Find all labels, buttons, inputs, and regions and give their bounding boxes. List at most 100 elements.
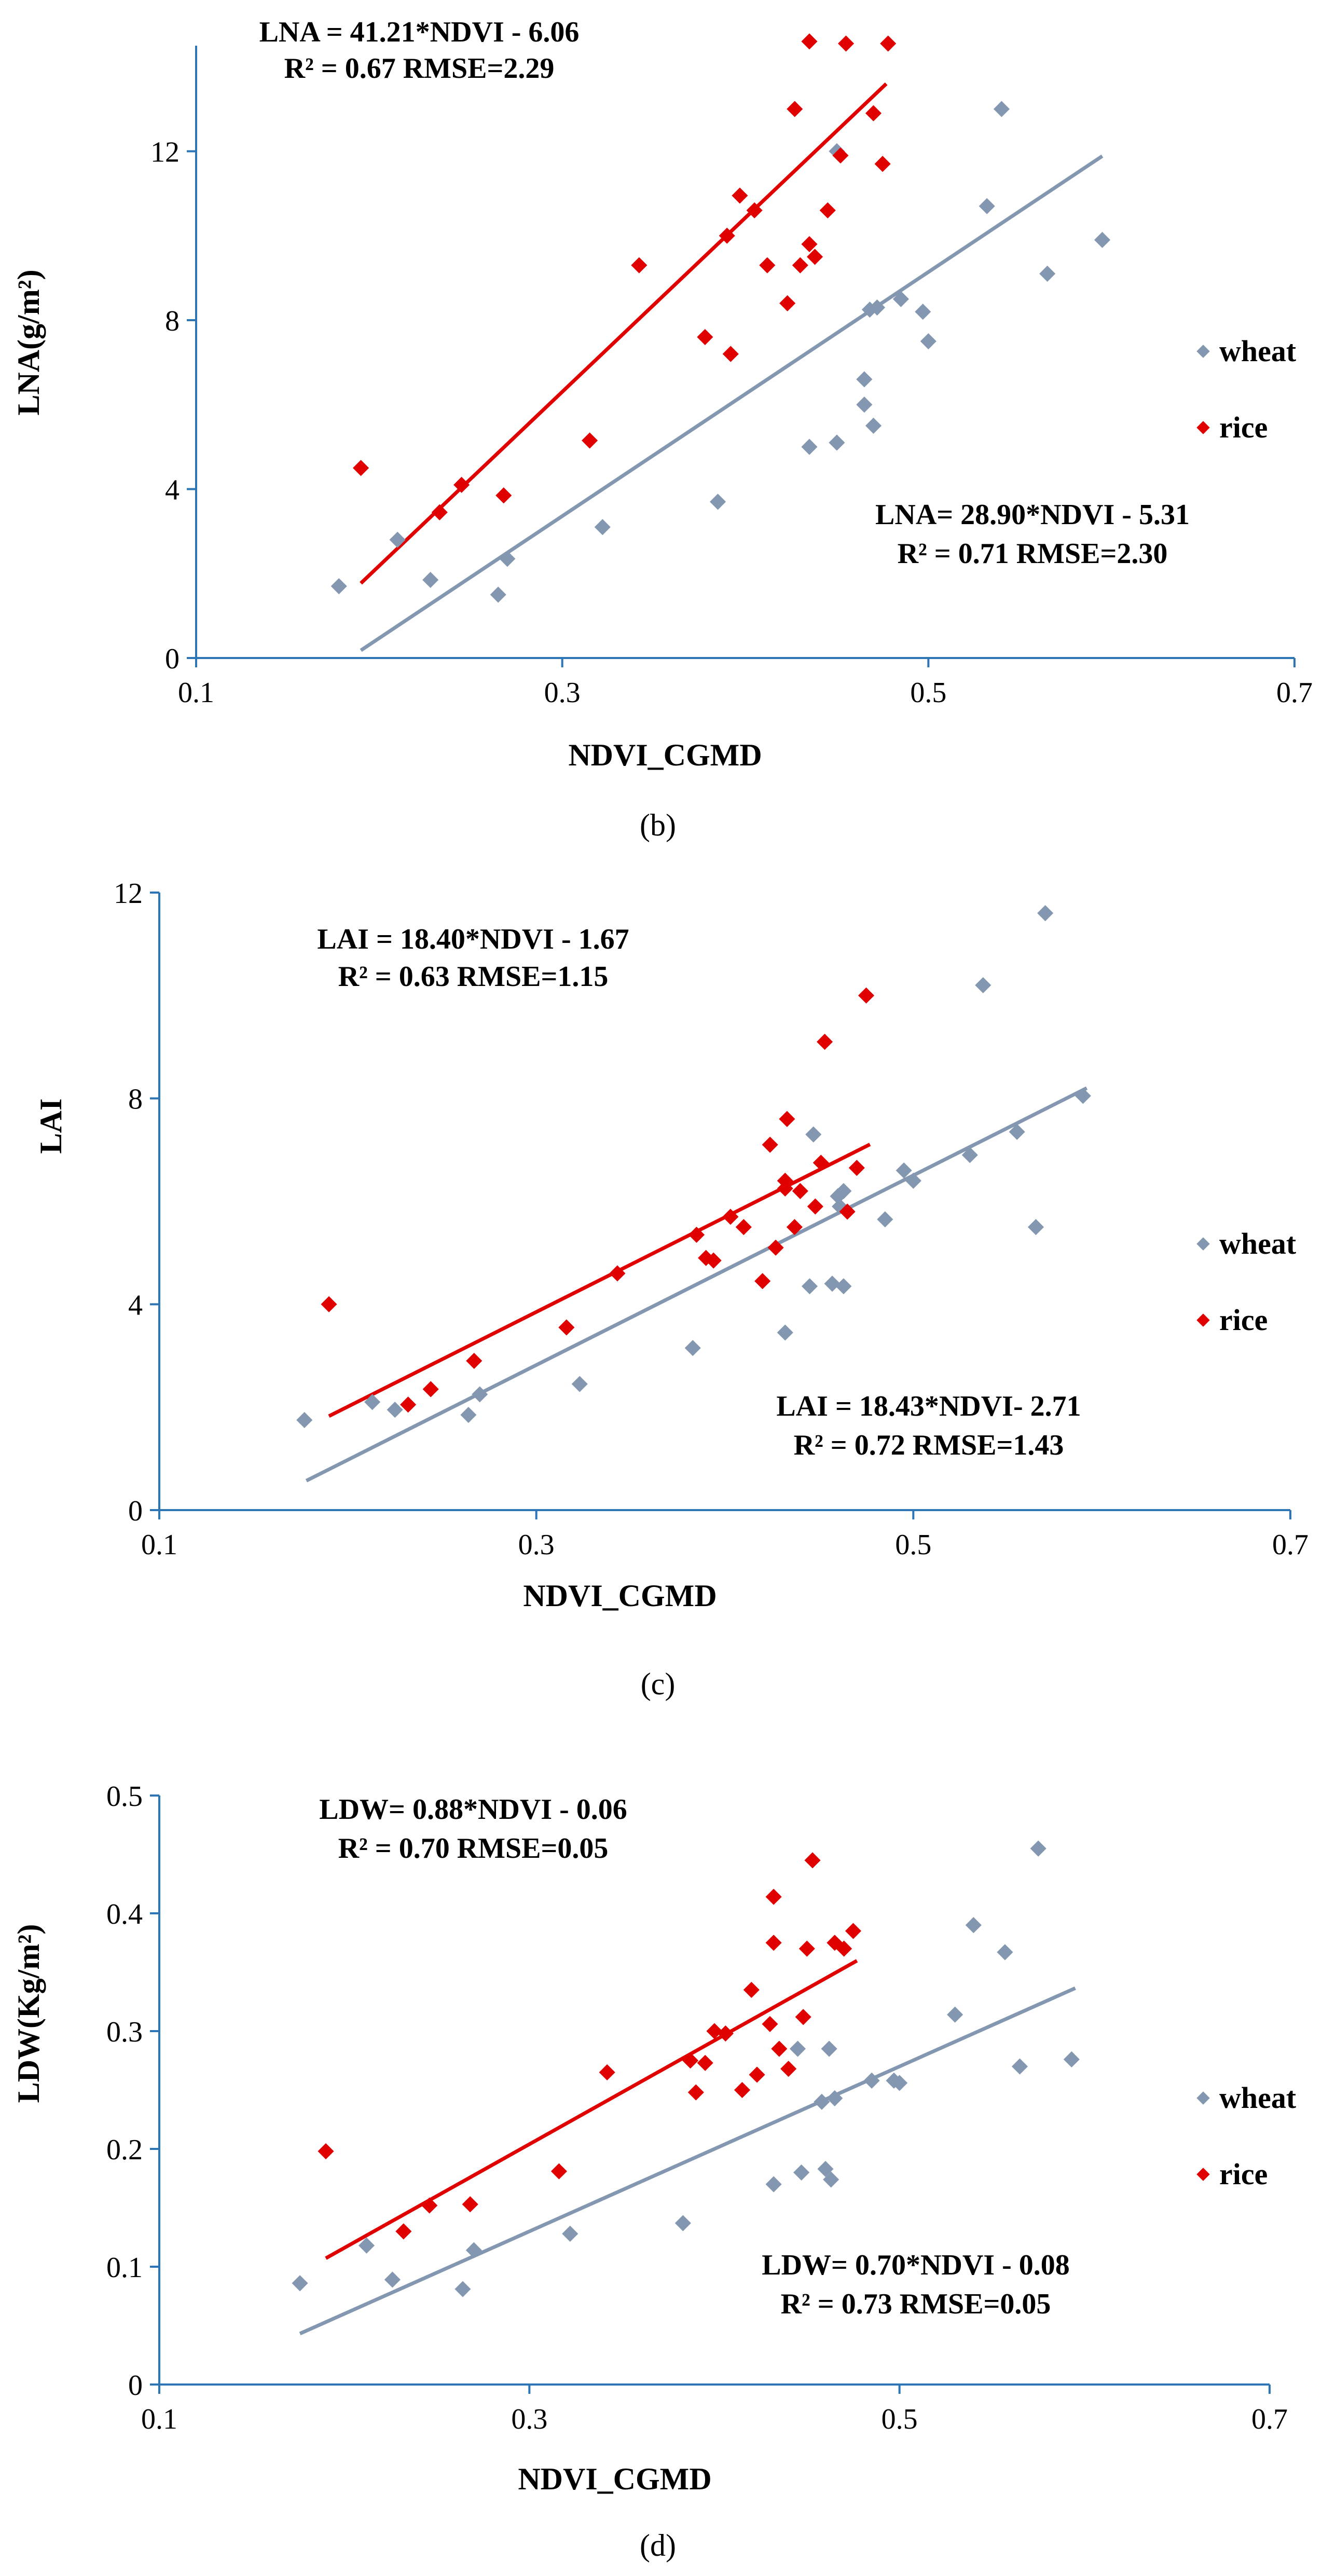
panel-b-x-tick-label: 0.1 [178, 677, 214, 709]
panel-b-rice-point [792, 257, 808, 273]
panel-d-legend-wheat-marker [1196, 2091, 1210, 2105]
panel-c-wheat-point [835, 1183, 852, 1199]
panel-b-legend-wheat-marker [1196, 345, 1210, 358]
panel-b-x-axis-label: NDVI_CGMD [568, 738, 762, 772]
panel-d-rice-point [462, 2196, 478, 2213]
panel-c-legend-rice: rice [1219, 1303, 1268, 1337]
panel-d-rice-point [845, 1923, 862, 1939]
panel-b-rice-point [787, 101, 803, 117]
panel-c-rice-point [807, 1198, 823, 1215]
panel-c-wheat-point [1009, 1123, 1025, 1140]
panel-d-y-axis-label: LDW(Kg/m²) [11, 1924, 46, 2103]
panel-c-axes: 0.1 0.3 0.5 0.7 0 4 8 12 [114, 878, 1309, 1561]
panel-c-rice-point [839, 1203, 856, 1220]
panel-d: 0.1 0.3 0.5 0.700.10.20.30.40.5 LDW= 0.88*N… [11, 1780, 1297, 2563]
panel-c-wheat-point [460, 1406, 477, 1423]
panel-b-wheat-point [490, 586, 506, 603]
panel-d-wheat-point [562, 2225, 579, 2242]
panel-d-wheat-point [674, 2215, 691, 2231]
panel-c-x-tick-label: 0.3 [518, 1529, 555, 1561]
panel-c-wheat-point [571, 1376, 588, 1392]
panel-d-rice-point [599, 2064, 615, 2081]
panel-d-rice-point [749, 2066, 765, 2083]
panel-b-rice-point [746, 202, 763, 218]
panel-b-rice-fit-line [360, 82, 888, 585]
panel-d-x-axis-label: NDVI_CGMD [518, 2462, 711, 2496]
panel-d-y-tick-label: 0.2 [106, 2134, 143, 2166]
panel-b-wheat-equation: LNA= 28.90*NDVI - 5.31 [875, 499, 1190, 531]
panel-b-wheat-point [920, 333, 936, 350]
panel-c-rice-point [705, 1252, 722, 1269]
panel-b-rice-point [801, 33, 818, 50]
panel-b-rice-point [819, 202, 836, 218]
panel-c-wheat-point [975, 977, 991, 994]
panel-d-wheat-point [863, 2072, 880, 2089]
panel-b-legend-rice: rice [1219, 410, 1268, 444]
panel-c-rice-point [754, 1273, 771, 1290]
panel-d-rice-point [706, 2023, 723, 2039]
panel-b-wheat-point [422, 571, 439, 588]
panel-c-wheat-point [1037, 905, 1054, 922]
panel-b-rice-point [582, 432, 598, 449]
panel-d-rice-point [697, 2054, 713, 2071]
panel-d-wheat-point [1063, 2051, 1080, 2068]
panel-d-rice-point [836, 1940, 852, 1957]
panel-c-rice-point [812, 1155, 829, 1171]
panel-d-wheat-point [789, 2040, 806, 2057]
panel-d-rice-point [421, 2197, 438, 2214]
panel-b-legend: wheat rice [1196, 334, 1297, 444]
panel-b-rice-point [431, 504, 448, 520]
panel-c-y-tick-label: 4 [128, 1289, 143, 1321]
panel-b-y-axis-label: LNA(g/m²) [11, 269, 46, 415]
panel-c-wheat-point [684, 1340, 701, 1356]
panel-d-rice-point [682, 2052, 699, 2069]
panel-b-wheat-point [710, 494, 726, 510]
panel-b-wheat-point [993, 101, 1010, 117]
panel-c-rice-point [688, 1226, 705, 1243]
panel-d-y-tick-label: 0.3 [106, 2016, 143, 2048]
panel-b-axes: 0.1 0.3 0.5 0.7 0 4 8 12 [150, 46, 1313, 709]
panel-b-rice-point [495, 487, 512, 504]
panel-c-y-axis-label: LAI [34, 1099, 68, 1154]
panel-c-legend-wheat-marker [1196, 1237, 1210, 1251]
panel-d-wheat-point [384, 2271, 401, 2288]
panel-b-legend-rice-marker [1196, 421, 1210, 434]
panel-d-wheat-point [821, 2040, 837, 2057]
panel-c-rice-point [321, 1296, 337, 1312]
panel-d-wheat-point [827, 2090, 843, 2106]
panel-d-wheat-point [454, 2281, 471, 2297]
panel-d-wheat-equation: LDW= 0.70*NDVI - 0.08 [762, 2249, 1069, 2281]
panel-d-x-tick-label: 0.3 [511, 2403, 547, 2435]
panel-b-wheat-point [1039, 265, 1056, 282]
panel-b-rice-point [838, 35, 855, 52]
panel-c-wheat-point [896, 1162, 912, 1179]
panel-c-wheat-point [805, 1126, 822, 1143]
panel-b-wheat-stats: R² = 0.71 RMSE=2.30 [898, 538, 1168, 570]
panel-c-rice-point [609, 1265, 626, 1282]
panel-c-rice-point [422, 1381, 439, 1397]
panel-c-legend-rice-marker [1196, 1313, 1210, 1327]
panel-c-legend: wheat rice [1196, 1227, 1297, 1337]
panel-c-rice-point [722, 1209, 739, 1225]
panel-c-wheat-point [387, 1402, 403, 1418]
panel-d-rice-point [550, 2163, 567, 2180]
panel-d-y-tick-label: 0.1 [106, 2252, 143, 2284]
panel-d-rice-point [795, 2009, 811, 2025]
panel-c-wheat-point [364, 1394, 381, 1410]
panel-b-wheat-point [915, 304, 931, 320]
panel-d-rice-point [765, 1935, 782, 1951]
panel-b-rice-point [719, 227, 735, 244]
panel-c-y-tick-label: 0 [128, 1495, 143, 1527]
panel-c-wheat-point [961, 1147, 978, 1163]
panel-d-wheat-point [793, 2164, 810, 2181]
panel-d-wheat-stats: R² = 0.73 RMSE=0.05 [781, 2288, 1051, 2320]
panel-b-wheat-point [801, 439, 818, 455]
panel-c-rice-point [848, 1159, 865, 1176]
panel-d-y-tick-label: 0.4 [106, 1898, 143, 1930]
panel-d-wheat-point [965, 1917, 982, 1934]
panel-d-rice-point [804, 1852, 821, 1869]
panel-d-rice-point [734, 2081, 751, 2099]
panel-d-wheat-point [1011, 2058, 1028, 2075]
panel-c-x-tick-label: 0.1 [141, 1529, 177, 1561]
panel-d-wheat-point [465, 2242, 482, 2258]
